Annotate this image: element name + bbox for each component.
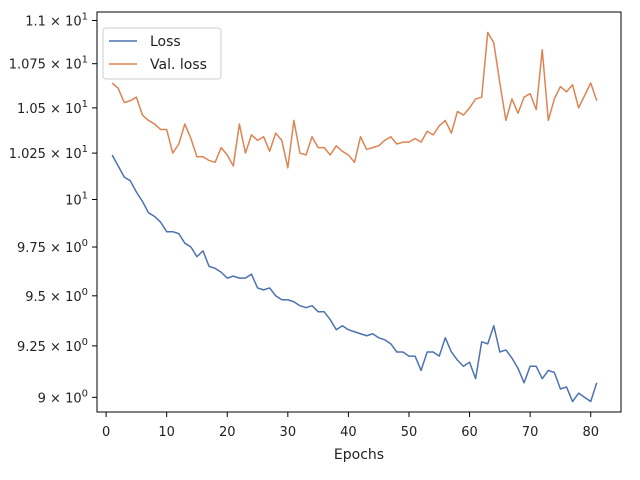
x-tick-label: 80 [582, 425, 599, 440]
y-tick-label: 9.75 × 100 [17, 238, 88, 256]
y-tick-label: 1.1 × 101 [25, 12, 88, 30]
axes-frame [96, 11, 622, 413]
x-tick-label: 30 [280, 425, 297, 440]
y-tick-label: 1.025 × 101 [9, 144, 88, 162]
axes: 0 10 20 30 40 50 60 70 80 9 × 100 9.25 × 100 9.5 × … [9, 11, 622, 440]
series-line-2 [111, 31, 598, 169]
y-tick-label: 9 × 100 [38, 388, 88, 406]
legend-label-1: Loss [150, 34, 181, 50]
plot-area [111, 31, 598, 403]
legend: Loss Val. loss [102, 27, 222, 80]
y-tick-label: 1.075 × 101 [9, 55, 88, 73]
y-tick-label: 9.25 × 100 [17, 337, 88, 355]
x-tick-label: 60 [461, 425, 478, 440]
x-tick-label: 40 [340, 425, 357, 440]
x-tick-label: 0 [102, 425, 110, 440]
y-tick-label: 101 [65, 190, 88, 208]
x-tick-label: 20 [219, 425, 236, 440]
x-tick-label: 10 [158, 425, 175, 440]
y-tick-label: 9.5 × 100 [25, 287, 88, 305]
x-axis-label: Epochs [334, 447, 384, 463]
series-line-1 [111, 154, 598, 403]
x-tick-label: 70 [522, 425, 539, 440]
legend-label-2: Val. loss [150, 57, 207, 73]
y-tick-label: 1.05 × 101 [17, 99, 88, 117]
x-tick-label: 50 [401, 425, 418, 440]
